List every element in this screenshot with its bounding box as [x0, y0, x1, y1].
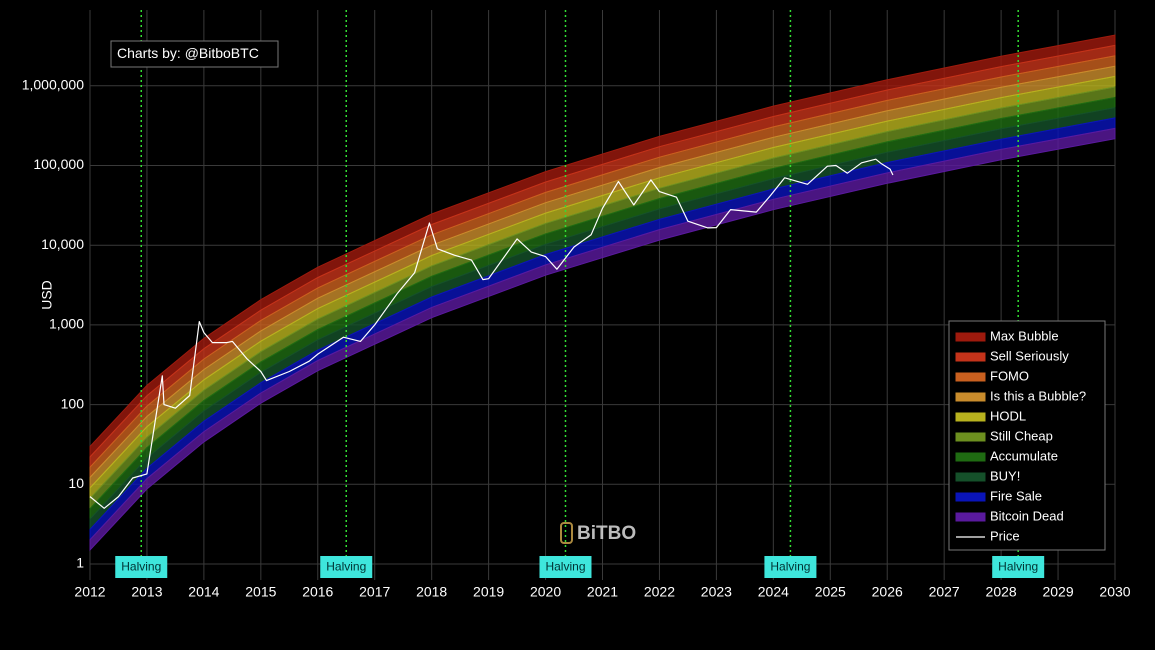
x-tick-label: 2025 — [815, 584, 846, 600]
source-note: Charts by: @BitboBTC — [117, 45, 259, 61]
y-tick-label: 10,000 — [41, 236, 84, 252]
bands — [89, 34, 1116, 552]
source-box — [110, 40, 279, 68]
legend-label: FOMO — [990, 368, 1029, 383]
halving-box — [764, 556, 817, 578]
x-tick-label: 2027 — [929, 584, 960, 600]
x-tick-label: 2012 — [74, 584, 105, 600]
x-tick-label: 2014 — [188, 584, 219, 600]
legend-swatch — [955, 372, 986, 382]
legend-label: Fire Sale — [990, 488, 1042, 503]
legend-swatch — [955, 452, 986, 462]
legend-label: HODL — [990, 408, 1026, 423]
axes: 2012 2013 2014 2015 2016 2017 2018 2019 2020 2021… — [22, 76, 1131, 599]
watermark-group: BiTBO — [560, 522, 636, 544]
watermark-logo — [560, 522, 573, 544]
watermark: BiTBO — [577, 523, 636, 544]
y-tick-label: 100,000 — [33, 156, 84, 172]
x-tick-label: 2024 — [758, 584, 789, 600]
halving-label: Halving — [770, 560, 810, 574]
y-tick-label: 1,000 — [49, 316, 84, 332]
legend-label: Sell Seriously — [990, 348, 1069, 363]
halving-box — [320, 556, 373, 578]
legend-label: Is this a Bubble? — [990, 388, 1086, 403]
halving-label: Halving — [121, 560, 161, 574]
legend-label: BUY! — [990, 468, 1020, 483]
x-tick-label: 2017 — [359, 584, 390, 600]
x-tick-label: 2020 — [530, 584, 561, 600]
y-tick-label: 1,000,000 — [22, 76, 84, 92]
x-tick-label: 2018 — [416, 584, 447, 600]
x-tick-label: 2026 — [872, 584, 903, 600]
x-tick-label: 2019 — [473, 584, 504, 600]
halving-label: Halving — [545, 560, 585, 574]
y-tick-label: 1 — [76, 555, 84, 571]
x-tick-label: 2028 — [986, 584, 1017, 600]
y-tick-label: 10 — [68, 475, 84, 491]
legend-label: Still Cheap — [990, 428, 1053, 443]
legend-swatch — [955, 432, 986, 442]
legend-swatch — [955, 352, 986, 362]
legend-swatch — [955, 412, 986, 422]
halving-box — [539, 556, 592, 578]
halving-box — [115, 556, 168, 578]
x-tick-label: 2023 — [701, 584, 732, 600]
legend: Max Bubble Sell Seriously FOMO Is this a Bu… — [955, 328, 1086, 543]
legend-swatch — [955, 392, 986, 402]
legend-label: Bitcoin Dead — [990, 508, 1064, 523]
legend-swatch — [955, 512, 986, 522]
legend-swatch — [955, 492, 986, 502]
legend-swatch — [955, 332, 986, 342]
x-tick-label: 2030 — [1099, 584, 1130, 600]
legend-label: Price — [990, 528, 1020, 543]
x-tick-label: 2015 — [245, 584, 276, 600]
halving-label: Halving — [326, 560, 366, 574]
halving-box — [992, 556, 1045, 578]
x-tick-label: 2021 — [587, 584, 618, 600]
x-tick-label: 2029 — [1042, 584, 1073, 600]
x-tick-label: 2013 — [131, 584, 162, 600]
y-tick-label: 100 — [61, 395, 85, 411]
legend-label: Max Bubble — [990, 328, 1059, 343]
legend-label: Accumulate — [990, 448, 1058, 463]
legend-swatch — [955, 472, 986, 482]
halving-label: Halving — [998, 560, 1038, 574]
band — [89, 127, 1116, 552]
x-tick-label: 2016 — [302, 584, 333, 600]
lines — [89, 158, 894, 509]
x-tick-label: 2022 — [644, 584, 675, 600]
y-axis-label: USD — [39, 280, 55, 310]
price-line — [89, 158, 894, 509]
